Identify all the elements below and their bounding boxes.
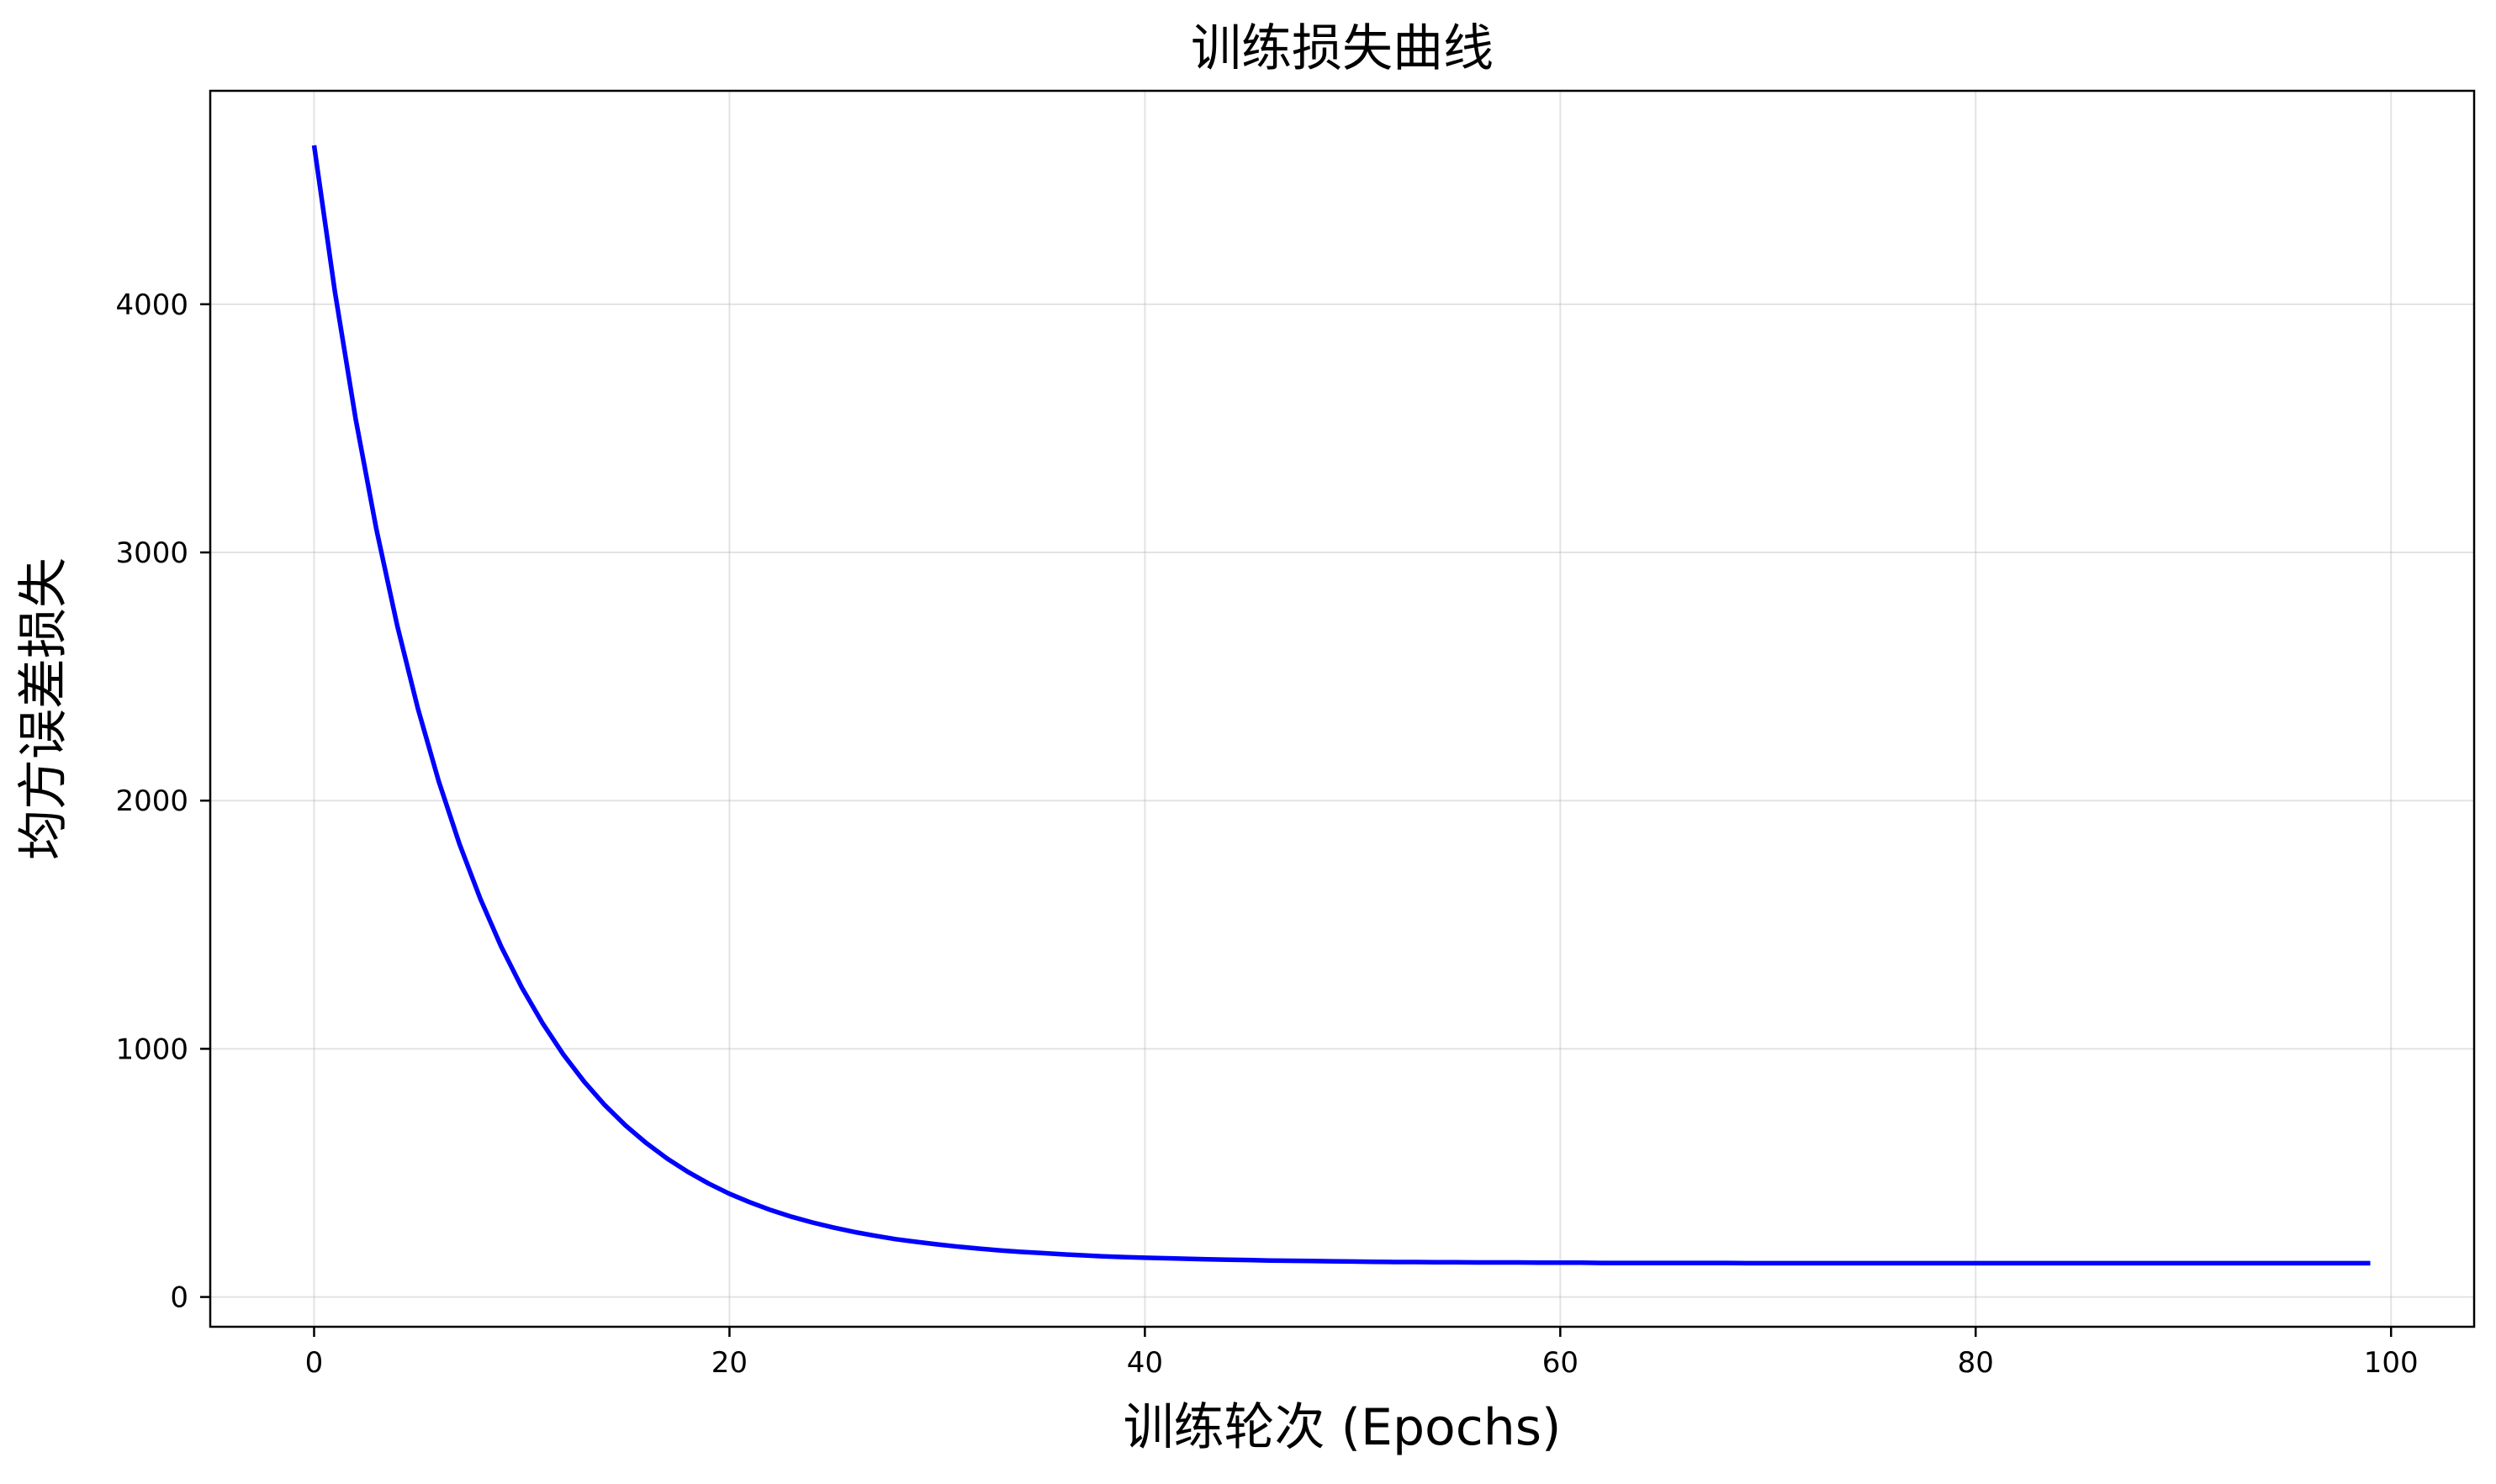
axes-frame (209, 89, 2476, 1328)
x-tick-label: 20 (711, 1346, 748, 1380)
y-tick-label: 4000 (115, 288, 188, 322)
y-tick-label: 3000 (115, 536, 188, 570)
x-tick-label: 60 (1542, 1346, 1579, 1380)
x-axis-label: 训练轮次 (Epochs) (1124, 1398, 1562, 1457)
chart-title: 训练损失曲线 (1191, 19, 1494, 78)
y-tick-label: 0 (170, 1281, 188, 1315)
loss-line (311, 145, 2371, 1266)
grid-lines (210, 91, 2474, 1327)
series-group (311, 145, 2371, 1266)
y-tick-label: 1000 (115, 1032, 188, 1066)
y-axis-label: 均方误差损失 (14, 557, 73, 860)
x-tick-label: 40 (1127, 1346, 1163, 1380)
x-tick-label: 0 (305, 1346, 324, 1380)
y-tick-label: 2000 (115, 784, 188, 818)
x-tick-label: 80 (1958, 1346, 1994, 1380)
x-tick-label: 100 (2364, 1346, 2419, 1380)
